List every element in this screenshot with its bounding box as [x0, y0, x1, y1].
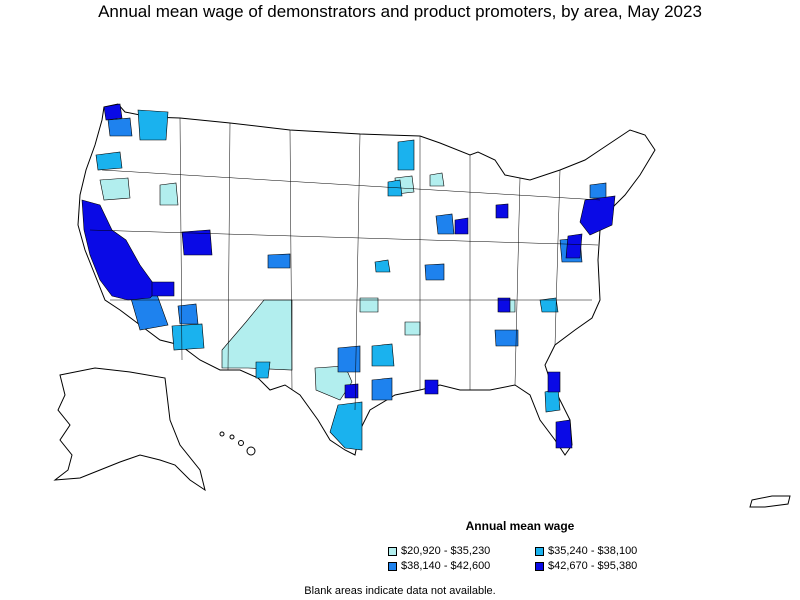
legend-item-band-2: $35,240 - $38,100: [535, 545, 637, 557]
wage-band-4-areas: [81, 103, 616, 449]
puerto-rico-outline: [749, 495, 791, 508]
legend-label: $38,140 - $42,600: [401, 560, 491, 572]
legend-label: $35,240 - $38,100: [548, 545, 638, 557]
legend-item-band-4: $42,670 - $95,380: [535, 560, 637, 572]
legend-title: Annual mean wage: [465, 519, 575, 533]
legend-label: $20,920 - $35,230: [401, 545, 491, 557]
legend-swatch: [535, 561, 544, 571]
legend-label: $42,670 - $95,380: [548, 560, 638, 572]
legend-item-band-3: $38,140 - $42,600: [388, 560, 490, 572]
blank-areas-note: Blank areas indicate data not available.: [304, 585, 496, 597]
alaska-outline: [53, 367, 206, 492]
legend-swatch: [388, 561, 397, 571]
legend-swatch: [388, 546, 397, 556]
legend-swatch: [535, 546, 544, 556]
map-title: Annual mean wage of demonstrators and pr…: [98, 2, 702, 21]
area-boundaries: [89, 117, 601, 411]
legend-item-band-1: $20,920 - $35,230: [388, 545, 490, 557]
hawaii-islands: [219, 431, 256, 456]
wage-band-2-areas: [95, 109, 561, 451]
